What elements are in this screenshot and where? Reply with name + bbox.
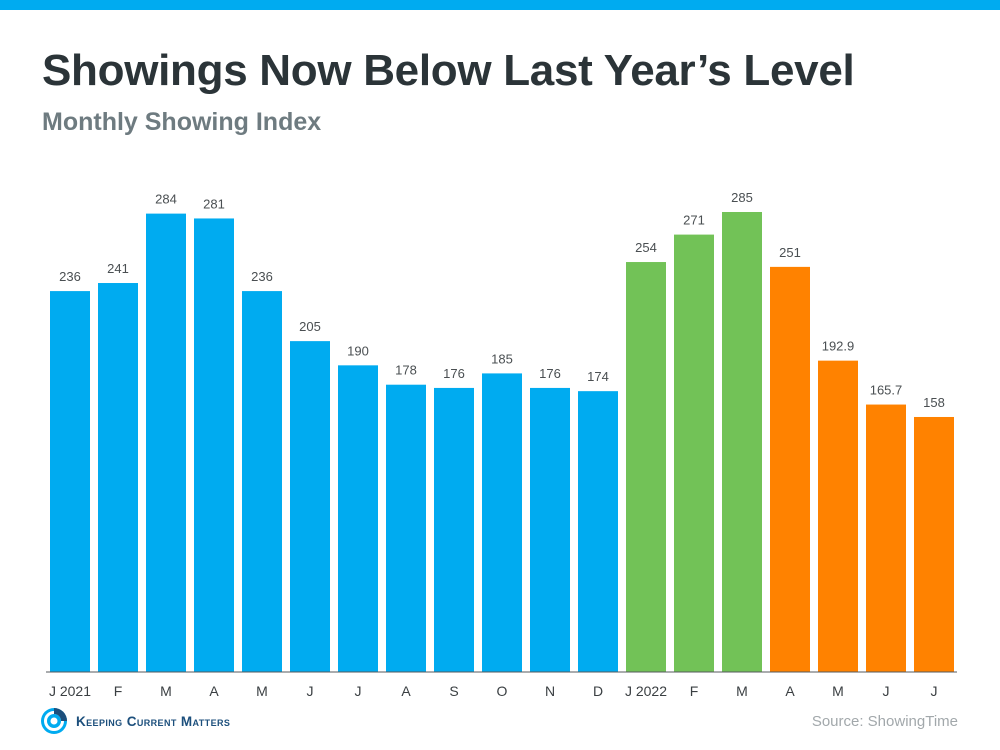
bar-0 — [50, 291, 90, 672]
value-label-14: 285 — [731, 190, 753, 205]
value-labels-group: 236 241 284 281 236 205 190 178 176 185 176 174 254 2… — [59, 190, 945, 410]
bar-1 — [98, 283, 138, 672]
x-tick-label-18: J — [931, 683, 938, 699]
bar-17 — [866, 404, 906, 672]
value-label-12: 254 — [635, 240, 657, 255]
x-tick-label-1: F — [114, 683, 123, 699]
bar-8 — [434, 387, 474, 672]
x-tick-label-16: M — [832, 683, 844, 699]
x-tick-label-3: A — [209, 683, 219, 699]
x-tick-label-0: J 2021 — [49, 683, 91, 699]
chart-title: Showings Now Below Last Year’s Level — [42, 46, 855, 95]
value-label-10: 176 — [539, 366, 561, 381]
bar-2 — [146, 213, 186, 673]
value-label-0: 236 — [59, 269, 81, 284]
bar-3 — [194, 218, 234, 672]
x-tick-label-10: N — [545, 683, 555, 699]
bar-9 — [482, 373, 522, 672]
logo-text: Keeping Current Matters — [76, 713, 231, 729]
value-label-1: 241 — [107, 261, 129, 276]
bar-14 — [722, 212, 762, 672]
x-tick-label-7: A — [401, 683, 411, 699]
x-tick-label-14: M — [736, 683, 748, 699]
bar-12 — [626, 262, 666, 672]
top-accent-bar — [0, 0, 1000, 10]
value-label-17: 165.7 — [870, 383, 903, 398]
bar-11 — [578, 391, 618, 672]
value-label-15: 251 — [779, 245, 801, 260]
value-label-4: 236 — [251, 269, 273, 284]
x-tick-label-12: J 2022 — [625, 683, 667, 699]
bar-15 — [770, 266, 810, 672]
bar-10 — [530, 387, 570, 672]
kcm-swirl-icon — [41, 708, 67, 734]
bar-4 — [242, 291, 282, 672]
bar-13 — [674, 234, 714, 672]
bars-group — [50, 212, 954, 673]
x-tick-label-9: O — [497, 683, 508, 699]
chart-subtitle: Monthly Showing Index — [42, 108, 322, 136]
x-tick-label-5: J — [307, 683, 314, 699]
value-label-3: 281 — [203, 196, 225, 211]
source-note: Source: ShowingTime — [811, 713, 958, 730]
value-label-6: 190 — [347, 343, 369, 358]
value-label-11: 174 — [587, 369, 609, 384]
value-label-18: 158 — [923, 395, 945, 410]
x-tick-label-8: S — [449, 683, 458, 699]
kcm-logo: Keeping Current Matters — [40, 707, 230, 735]
x-tick-label-11: D — [593, 683, 603, 699]
x-tick-label-6: J — [355, 683, 362, 699]
value-label-16: 192.9 — [822, 339, 855, 354]
value-label-2: 284 — [155, 192, 177, 207]
x-tick-label-15: A — [785, 683, 795, 699]
x-tick-label-4: M — [256, 683, 268, 699]
x-tick-label-2: M — [160, 683, 172, 699]
value-label-5: 205 — [299, 319, 321, 334]
x-tick-label-13: F — [690, 683, 699, 699]
value-label-8: 176 — [443, 366, 465, 381]
bar-7 — [386, 384, 426, 672]
value-label-9: 185 — [491, 351, 513, 366]
bar-6 — [338, 365, 378, 672]
x-tick-label-17: J — [883, 683, 890, 699]
bar-18 — [914, 416, 954, 672]
x-tick-labels-group: J 2021 F M A M J J A S O N D J 2022 F M A M J J — [49, 683, 938, 699]
bar-16 — [818, 360, 858, 672]
value-label-13: 271 — [683, 213, 705, 228]
bar-5 — [290, 341, 330, 672]
value-label-7: 178 — [395, 363, 417, 378]
